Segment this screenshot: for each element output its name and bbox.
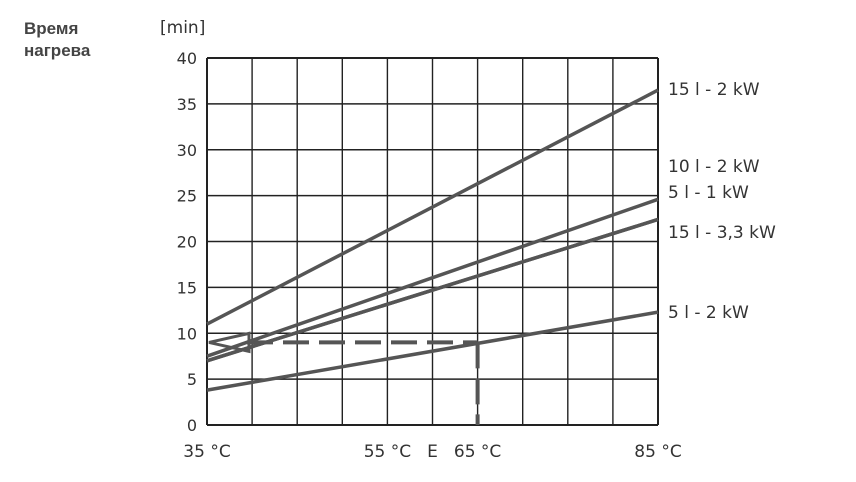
- x-tick-label: 85 °C: [634, 442, 681, 462]
- y-tick-label: 10: [177, 324, 197, 343]
- chart-title: Время нагрева: [24, 18, 90, 62]
- y-tick-label: 40: [177, 49, 197, 68]
- y-tick-label: 25: [177, 187, 197, 206]
- series-line: [206, 88, 659, 326]
- x-tick-label: 35 °C: [183, 442, 230, 462]
- series-label: 15 l - 3,3 kW: [668, 223, 776, 243]
- y-axis-unit-label: [min]: [160, 18, 206, 38]
- x-axis-ticks: 35 °C 55 °C E 65 °C 85 °C: [183, 442, 681, 462]
- y-tick-label: 35: [177, 95, 197, 114]
- series-label: 5 l - 2 kW: [668, 303, 749, 323]
- series-labels: 15 l - 2 kW 10 l - 2 kW 5 l - 1 kW 15 l - 3…: [668, 80, 776, 323]
- x-tick-label: 55 °C: [364, 442, 411, 462]
- y-tick-label: 20: [177, 233, 197, 252]
- y-tick-label: 15: [177, 278, 197, 297]
- chart-title-line-2: нагрева: [24, 41, 91, 60]
- x-tick-label: E: [427, 442, 438, 462]
- y-tick-label: 5: [187, 370, 197, 389]
- series-line: [206, 310, 659, 392]
- y-tick-label: 0: [187, 416, 197, 435]
- series-label: 15 l - 2 kW: [668, 80, 760, 100]
- x-tick-label: 65 °C: [454, 442, 501, 462]
- chart-series: [206, 88, 659, 392]
- y-tick-label: 30: [177, 141, 197, 160]
- series-label: 5 l - 1 kW: [668, 183, 749, 203]
- chart-grid: [206, 57, 659, 426]
- chart-title-line-1: Время: [24, 19, 79, 38]
- series-line: [206, 197, 659, 358]
- series-line: [206, 217, 659, 363]
- series-label: 10 l - 2 kW: [668, 157, 760, 177]
- y-axis-ticks: 0 5 10 15 20 25 30 35 40: [177, 49, 197, 435]
